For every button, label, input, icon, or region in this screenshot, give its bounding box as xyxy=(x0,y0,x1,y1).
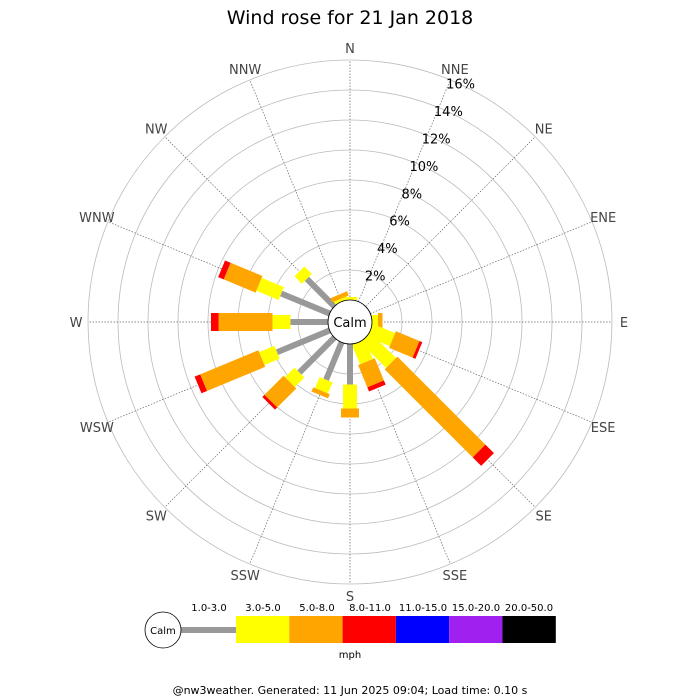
direction-label: E xyxy=(620,316,628,331)
bar-segment xyxy=(211,313,219,331)
legend-swatch xyxy=(502,616,556,643)
legend: Calm 1.0-3.0 3.0-5.0 5.0-8.0 8.0-11.0 11.0-15… xyxy=(144,603,556,661)
legend-bin-label: 20.0-50.0 xyxy=(505,603,553,614)
calm-circle-group: Calm xyxy=(327,299,373,345)
chart-title: Wind rose for 21 Jan 2018 xyxy=(227,7,474,29)
bar-segment xyxy=(272,315,291,329)
bar-segment xyxy=(367,323,396,347)
legend-calm-label: Calm xyxy=(150,626,176,637)
direction-label: NW xyxy=(145,122,168,137)
legend-swatch xyxy=(449,616,503,643)
radial-tick-label: 12% xyxy=(422,132,451,147)
grid-spoke xyxy=(370,221,593,314)
bar-segment xyxy=(343,297,357,300)
direction-label: NNE xyxy=(441,63,469,78)
bar-segment xyxy=(223,262,263,293)
bar-segment xyxy=(200,350,266,391)
bar-segment xyxy=(297,335,337,375)
bar-segment xyxy=(330,291,349,303)
grid-spoke xyxy=(365,136,536,307)
calm-label: Calm xyxy=(333,316,366,331)
bar-segment xyxy=(384,356,486,458)
radial-tick-label: 2% xyxy=(365,269,386,284)
bar-segment xyxy=(311,387,330,399)
bar-segment xyxy=(358,358,384,388)
direction-label: SSE xyxy=(442,569,467,584)
grid-spoke xyxy=(358,79,451,302)
bar-segment xyxy=(323,341,345,381)
bar-segment xyxy=(194,374,208,394)
bar-segment xyxy=(389,331,420,358)
bar-segment xyxy=(360,332,396,368)
bar-segment xyxy=(275,327,331,356)
radial-tick-label: 10% xyxy=(410,160,439,175)
direction-label: SW xyxy=(146,510,167,525)
legend-swatch xyxy=(289,616,343,643)
bar-segment xyxy=(262,394,278,410)
radial-tick-label: 6% xyxy=(389,215,410,230)
direction-label: SSW xyxy=(230,569,260,584)
legend-swatch xyxy=(236,616,290,643)
legend-calm-circle xyxy=(144,611,182,649)
legend-swatch xyxy=(342,616,396,643)
direction-label: SE xyxy=(536,510,552,525)
bar-segment xyxy=(304,276,337,309)
legend-unit-label: mph xyxy=(339,650,361,661)
legend-bin-label: 8.0-11.0 xyxy=(349,603,391,614)
bar-segment xyxy=(472,444,494,466)
direction-label: S xyxy=(346,590,354,605)
bar-segment xyxy=(347,344,353,385)
legend-bin-label: 3.0-5.0 xyxy=(245,603,280,614)
legend-bin-label: 1.0-3.0 xyxy=(191,603,226,614)
direction-label: ENE xyxy=(590,211,616,226)
direction-label: W xyxy=(70,316,83,331)
grid-spoke xyxy=(249,79,342,302)
bar-segment xyxy=(351,339,373,365)
grid-ring xyxy=(87,59,613,585)
direction-label: N xyxy=(345,42,355,57)
bar-segment xyxy=(294,266,312,284)
direction-label: ESE xyxy=(591,421,616,436)
radial-tick-label: 8% xyxy=(401,187,422,202)
legend-bin-label: 15.0-20.0 xyxy=(452,603,500,614)
bar-segment xyxy=(218,260,231,280)
bar-segment xyxy=(341,408,359,418)
bar-segment xyxy=(264,375,297,408)
bar-segment xyxy=(333,296,349,305)
legend-bin-label: 5.0-8.0 xyxy=(299,603,334,614)
bar-segment xyxy=(218,313,273,331)
direction-label: NNW xyxy=(229,63,261,78)
bar-segment xyxy=(259,345,280,366)
bar-segment xyxy=(343,384,357,409)
bar-segment xyxy=(290,319,328,325)
direction-label: NE xyxy=(535,122,553,137)
footer-text: @nw3weather. Generated: 11 Jun 2025 09:0… xyxy=(173,684,528,697)
calm-circle xyxy=(327,299,373,345)
bar-segment xyxy=(280,290,331,317)
direction-label: WSW xyxy=(80,421,114,436)
bar-segment xyxy=(256,277,284,300)
direction-label: WNW xyxy=(79,211,115,226)
legend-bin-label: 11.0-15.0 xyxy=(399,603,447,614)
radial-tick-label: 4% xyxy=(377,242,398,257)
bar-segment xyxy=(284,367,305,388)
axis-labels: N NNE NE ENE E ESE SE SSE S SSW SW WSW W WNW NW NNW 2% 4%… xyxy=(70,42,629,605)
radial-tick-label: 14% xyxy=(434,105,463,120)
bar-segment xyxy=(367,380,386,392)
bar-segment xyxy=(315,377,333,394)
wind-bars xyxy=(194,260,494,466)
bar-segment xyxy=(412,341,423,359)
radial-tick-label: 16% xyxy=(446,78,475,93)
legend-swatch xyxy=(395,616,450,643)
